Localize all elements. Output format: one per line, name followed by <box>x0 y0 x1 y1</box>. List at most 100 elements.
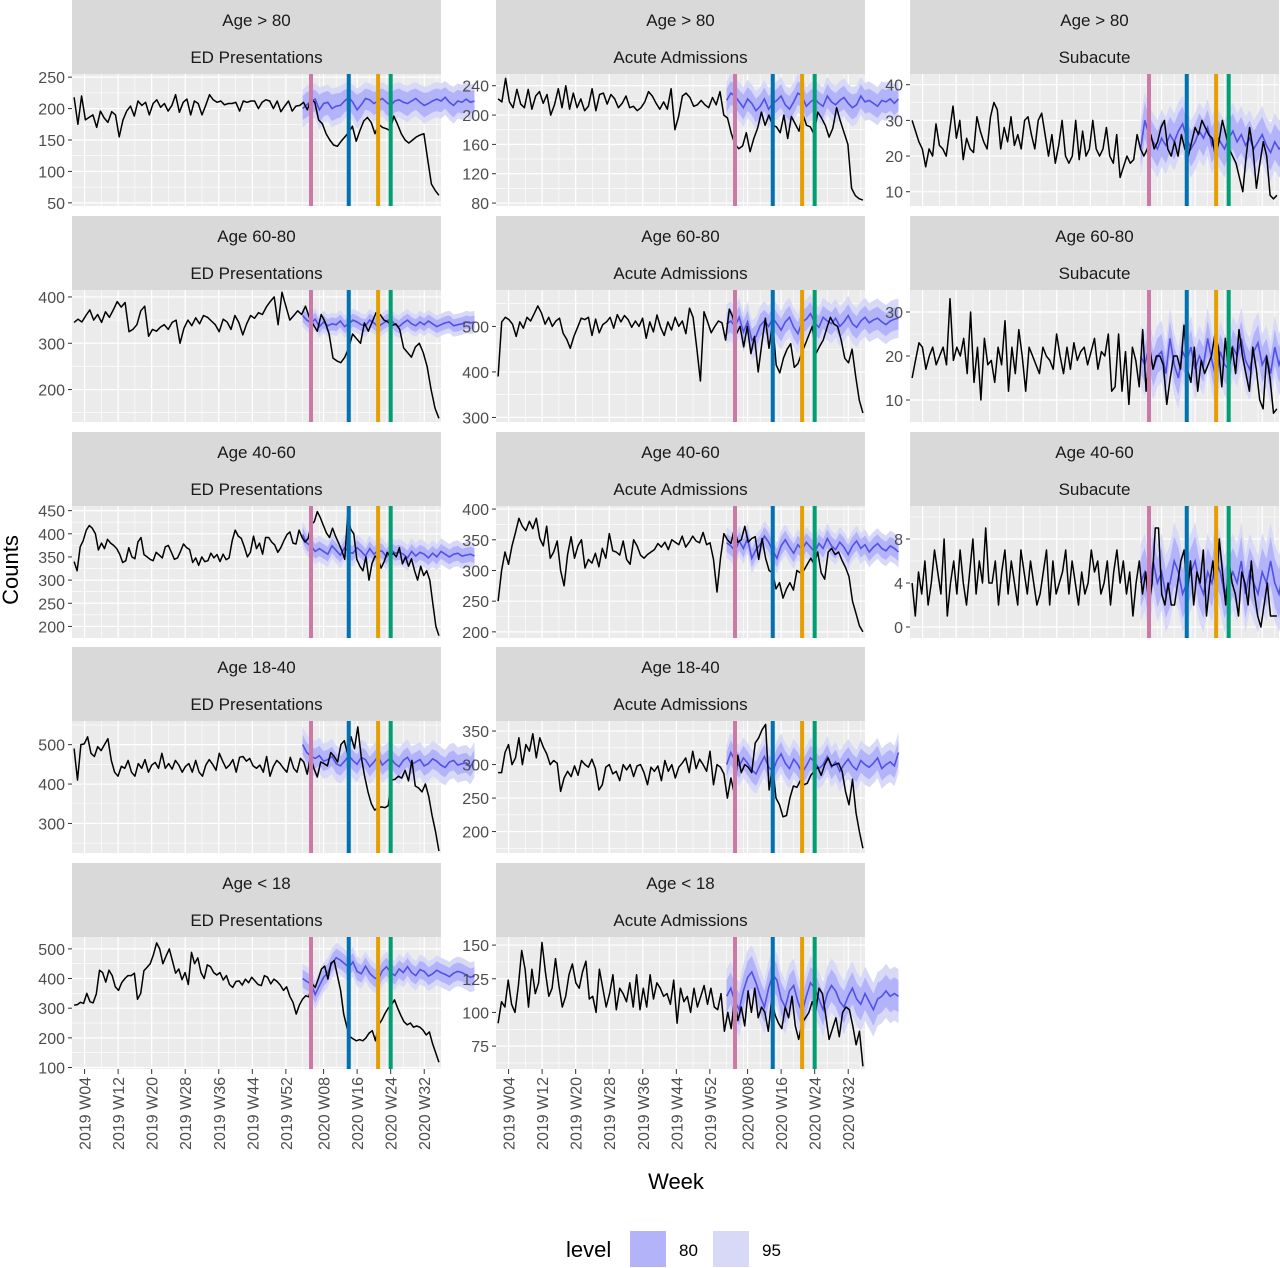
y-tick-label: 30 <box>885 305 903 322</box>
y-tick-label: 200 <box>462 825 489 842</box>
forecast-mean-line <box>301 744 476 769</box>
panel-background <box>496 506 865 638</box>
y-tick-label: 250 <box>38 596 65 613</box>
y-tick-label: 160 <box>462 137 489 154</box>
x-tick-label: 2019 W44 <box>245 1077 262 1150</box>
facet-panel: Age > 80 ED Presentations 50 100 150 200 250 <box>38 0 475 213</box>
strip-background <box>496 863 865 937</box>
y-tick-label: 250 <box>462 791 489 808</box>
y-tick-label: 20 <box>885 349 903 366</box>
strip-label-age: Age > 80 <box>1060 11 1129 30</box>
strip-background <box>496 216 865 290</box>
strip-background <box>72 0 441 74</box>
y-tick-label: 300 <box>38 573 65 590</box>
forecast-band-80 <box>302 948 475 1004</box>
x-tick-label: 2019 W12 <box>111 1077 128 1150</box>
forecast-band-80 <box>302 87 475 124</box>
x-axes: 2019 W04 2019 W12 2019 W20 2019 W28 2019 W36… <box>78 1069 858 1150</box>
strip-label-age: Age 18-40 <box>217 658 295 677</box>
y-tick-label: 150 <box>38 133 65 150</box>
y-tick-label: 50 <box>47 196 65 213</box>
y-tick-label: 4 <box>894 576 903 593</box>
y-tick-label: 300 <box>462 563 489 580</box>
y-tick-label: 100 <box>38 1061 65 1078</box>
forecast-mean-line <box>726 534 900 561</box>
facet-panel: Age 18-40 ED Presentations 300 400 500 <box>38 647 476 853</box>
x-tick-label: 2020 W08 <box>741 1077 758 1150</box>
y-tick-label: 100 <box>462 1005 489 1022</box>
panel-background <box>72 290 441 422</box>
x-tick-label: 2020 W16 <box>350 1077 367 1150</box>
strip-label-measure: Subacute <box>1059 480 1131 499</box>
y-tick-label: 100 <box>38 164 65 181</box>
y-tick-label: 200 <box>462 625 489 642</box>
y-tick-label: 10 <box>885 185 903 202</box>
facet-panel: Age 60-80 ED Presentations 200 300 400 <box>38 216 475 422</box>
strip-label-age: Age > 80 <box>222 11 291 30</box>
y-tick-label: 300 <box>462 758 489 775</box>
strip-label-age: Age 60-80 <box>1055 227 1133 246</box>
y-tick-label: 200 <box>38 383 65 400</box>
y-tick-label: 350 <box>462 533 489 550</box>
x-tick-label: 2019 W52 <box>703 1077 720 1150</box>
strip-background <box>910 432 1279 506</box>
forecast-band-80 <box>726 955 899 1029</box>
x-tick-label: 2019 W28 <box>602 1077 619 1150</box>
y-tick-label: 200 <box>38 619 65 636</box>
y-tick-label: 300 <box>38 1001 65 1018</box>
y-tick-label: 125 <box>462 972 489 989</box>
y-tick-label: 400 <box>462 365 489 382</box>
strip-background <box>72 216 441 290</box>
facet-panel: Age 40-60 ED Presentations 200 250 300 350 400… <box>38 432 475 638</box>
y-tick-label: 30 <box>885 113 903 130</box>
y-tick-label: 300 <box>38 336 65 353</box>
y-tick-label: 120 <box>462 167 489 184</box>
forecast-band-80 <box>302 734 475 778</box>
legend: level 80 95 <box>566 1231 781 1267</box>
strip-label-measure: Subacute <box>1059 264 1131 283</box>
forecast-mean-line <box>302 314 475 328</box>
y-tick-label: 450 <box>38 504 65 521</box>
y-tick-label: 500 <box>38 942 65 959</box>
strip-label-age: Age 40-60 <box>641 443 719 462</box>
y-tick-label: 250 <box>462 594 489 611</box>
strip-label-measure: ED Presentations <box>190 480 322 499</box>
y-tick-label: 500 <box>38 738 65 755</box>
strip-background <box>72 647 441 721</box>
strip-label-measure: Acute Admissions <box>613 48 747 67</box>
x-tick-label: 2020 W24 <box>384 1077 401 1150</box>
x-tick-label: 2019 W20 <box>145 1077 162 1150</box>
y-tick-label: 10 <box>885 393 903 410</box>
y-tick-label: 350 <box>462 724 489 741</box>
panel-background <box>72 506 441 638</box>
y-tick-label: 400 <box>38 290 65 307</box>
y-tick-label: 400 <box>462 502 489 519</box>
x-axis: 2019 W04 2019 W12 2019 W20 2019 W28 2019 W36… <box>502 1069 858 1150</box>
facet-panel: Age 40-60 Acute Admissions 200 250 300 350 400 <box>462 432 900 642</box>
x-tick-label: 2020 W08 <box>317 1077 334 1150</box>
strip-label-measure: Acute Admissions <box>613 264 747 283</box>
x-tick-label: 2019 W52 <box>279 1077 296 1150</box>
strip-label-measure: ED Presentations <box>190 911 322 930</box>
forecast-band-80 <box>726 526 899 568</box>
strip-background <box>910 216 1279 290</box>
y-tick-label: 240 <box>462 79 489 96</box>
strip-background <box>910 0 1279 74</box>
strip-label-age: Age 40-60 <box>217 443 295 462</box>
strip-label-age: Age 60-80 <box>217 227 295 246</box>
y-tick-label: 500 <box>462 319 489 336</box>
y-tick-label: 250 <box>38 70 65 87</box>
strip-label-measure: ED Presentations <box>190 695 322 714</box>
y-tick-label: 80 <box>471 196 489 213</box>
facet-panels: Age > 80 ED Presentations 50 100 150 200 250 Ag… <box>38 0 1280 1078</box>
x-tick-label: 2020 W32 <box>841 1077 858 1150</box>
strip-label-measure: Acute Admissions <box>613 695 747 714</box>
y-tick-label: 200 <box>462 108 489 125</box>
forecast-mean-line <box>725 91 900 113</box>
x-tick-label: 2019 W04 <box>78 1077 95 1150</box>
facet-panel: Age 40-60 Subacute 0 4 8 <box>894 432 1280 638</box>
facet-panel: Age 18-40 Acute Admissions 200 250 300 350 <box>462 647 900 853</box>
strip-label-measure: Subacute <box>1059 48 1131 67</box>
y-tick-label: 200 <box>38 102 65 119</box>
